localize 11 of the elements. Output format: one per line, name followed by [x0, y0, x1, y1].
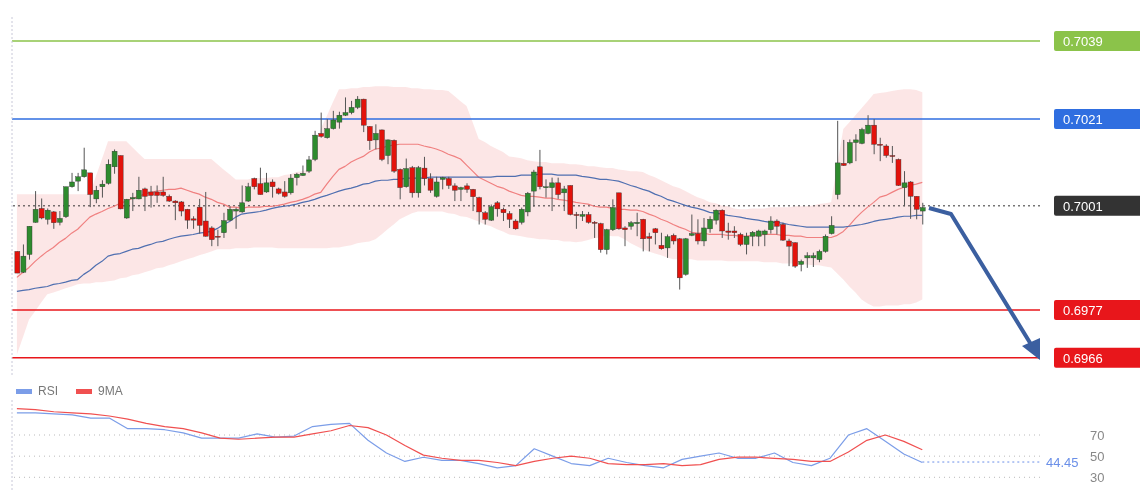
y-tick-label: 70: [1090, 428, 1105, 444]
y-tick-label: 0.6966: [1063, 350, 1103, 366]
y-tick-label: 50: [1090, 449, 1105, 465]
ref-line-label: 44.45: [1046, 455, 1079, 471]
y-tick-label: 0.6977: [1063, 302, 1103, 318]
y-tick-label: 0.7021: [1063, 112, 1103, 128]
y-tick-label: 0.7039: [1063, 34, 1103, 50]
y-tick-label: 0.7001: [1063, 198, 1103, 214]
legend-label: RSI: [38, 384, 59, 398]
legend-label: 9MA: [98, 384, 123, 398]
y-tick-label: 30: [1090, 470, 1105, 486]
